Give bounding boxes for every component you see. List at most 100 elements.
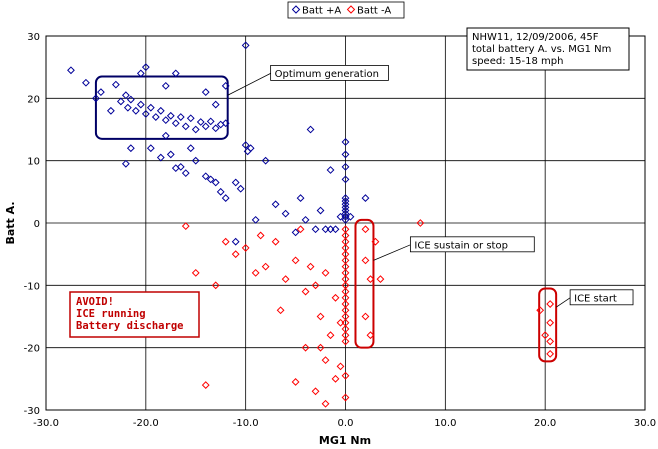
annotation-label: ICE start: [574, 293, 617, 304]
data-point: [291, 256, 300, 265]
x-tick-label: -10.0: [233, 418, 259, 429]
data-point: [321, 225, 330, 234]
data-point: [181, 169, 190, 178]
data-point: [546, 337, 555, 346]
avoid-callout: AVOID! ICE running Battery discharge: [69, 291, 200, 338]
y-axis-title: Batt A.: [4, 201, 17, 244]
data-point: [311, 387, 320, 396]
data-point: [126, 144, 135, 153]
y-tick-label: 10: [27, 157, 40, 168]
data-point: [546, 349, 555, 358]
data-point: [176, 162, 185, 171]
data-point: [111, 80, 120, 89]
data-point: [296, 225, 305, 234]
info-note-line-2: total battery A. vs. MG1 Nm: [472, 44, 611, 55]
data-point: [221, 81, 230, 90]
data-point: [211, 178, 220, 187]
data-point: [221, 237, 230, 246]
data-point: [316, 343, 325, 352]
data-point: [341, 371, 350, 380]
annotation-leader-line: [555, 297, 571, 308]
data-point: [341, 393, 350, 402]
avoid-box: [69, 291, 200, 338]
info-note-line-3: speed: 15-18 mph: [472, 56, 563, 67]
data-point: [231, 250, 240, 259]
data-point: [271, 200, 280, 209]
data-point: [146, 144, 155, 153]
data-point: [181, 222, 190, 231]
data-point: [311, 225, 320, 234]
data-point: [361, 256, 370, 265]
annotation-region-box: [94, 75, 229, 140]
data-point: [331, 225, 340, 234]
avoid-line-2: ICE running: [76, 308, 146, 320]
data-point: [211, 124, 220, 133]
data-point: [341, 138, 350, 146]
data-point: [261, 156, 270, 165]
data-point: [326, 166, 335, 174]
data-point: [156, 106, 165, 115]
annotations: Optimum generation ICE sustain or stop ICE…: [94, 65, 634, 363]
data-point: [341, 337, 350, 346]
y-tick-label: 30: [27, 32, 40, 43]
data-point: [316, 206, 325, 215]
data-point: [296, 194, 305, 202]
annotation-region-box: [354, 218, 375, 349]
data-point: [361, 225, 370, 234]
data-point: [321, 356, 330, 365]
data-point: [186, 114, 195, 123]
annotation-label-box: [270, 65, 389, 81]
data-point: [311, 281, 320, 290]
data-point: [316, 312, 325, 321]
data-point: [276, 306, 285, 315]
y-tick-label: -10: [24, 281, 40, 292]
x-tick-label: 10.0: [434, 418, 456, 429]
annotation-label-box: [409, 236, 535, 253]
data-point: [161, 81, 170, 90]
data-point: [281, 209, 290, 218]
y-tick-label: 20: [27, 94, 40, 105]
data-point: [341, 150, 350, 159]
data-point: [546, 318, 555, 327]
x-tick-label: -20.0: [133, 418, 159, 429]
data-point: [256, 231, 265, 240]
data-point: [216, 187, 225, 196]
data-point: [231, 178, 240, 187]
data-point: [136, 69, 145, 78]
legend-marker-plus-icon: [291, 5, 301, 14]
data-point: [241, 244, 250, 252]
data-point: [326, 225, 335, 234]
data-point: [366, 331, 375, 340]
y-tick-label: -20: [24, 344, 40, 355]
data-point: [536, 306, 545, 315]
legend-label-minus: Batt -A: [357, 6, 391, 17]
data-point: [116, 97, 125, 106]
data-point: [201, 172, 210, 181]
data-point: [211, 281, 220, 290]
data-point: [201, 122, 210, 131]
info-note: NHW11, 12/09/2006, 45F total battery A. …: [466, 27, 630, 71]
x-axis-title: MG1 Nm: [319, 434, 371, 447]
data-point: [341, 203, 350, 212]
data-point: [131, 106, 140, 115]
x-tick-label: 0.0: [338, 418, 354, 429]
data-point: [186, 144, 195, 153]
data-point: [151, 113, 160, 121]
data-point: [321, 268, 330, 277]
annotation-label: ICE sustain or stop: [414, 240, 508, 251]
data-point: [221, 194, 230, 202]
data-point: [191, 156, 200, 165]
data-point: [181, 122, 190, 131]
data-point: [166, 111, 175, 120]
data-point: [156, 153, 165, 162]
data-point: [241, 41, 250, 50]
data-point: [171, 69, 180, 78]
data-point: [67, 66, 75, 75]
data-point: [366, 275, 375, 284]
legend-label-plus: Batt +A: [302, 6, 341, 17]
data-point: [301, 343, 310, 352]
data-point: [371, 237, 380, 246]
data-point: [201, 381, 210, 389]
data-point: [301, 215, 310, 224]
data-point: [546, 300, 555, 308]
